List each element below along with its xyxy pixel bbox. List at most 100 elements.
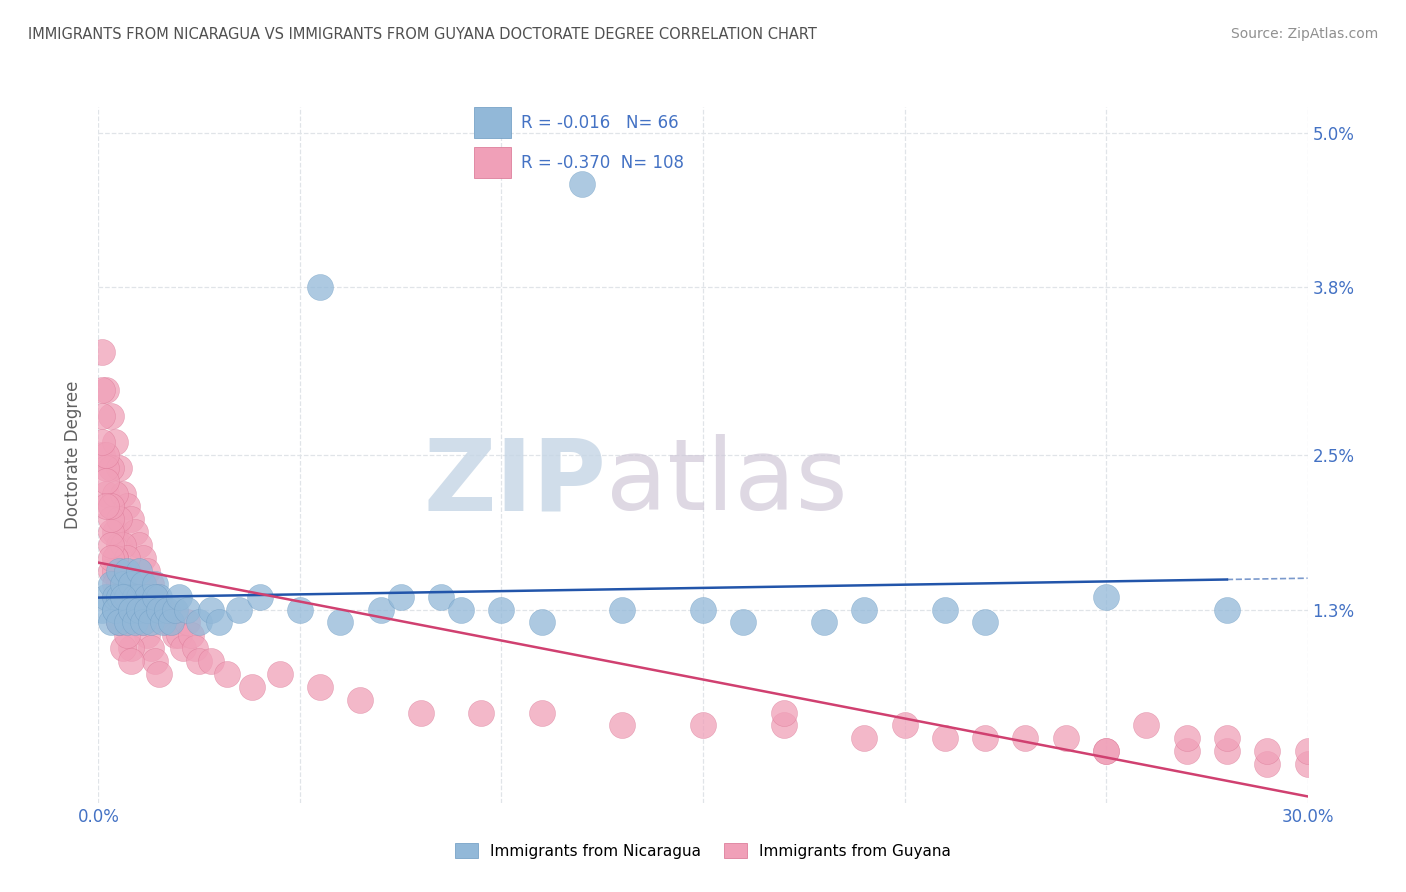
Point: [120, 576, 142, 591]
Point: [115, 615, 138, 630]
Point: [853, 602, 876, 616]
Point: [188, 654, 211, 668]
Point: [115, 628, 138, 642]
Point: [309, 680, 332, 694]
Point: [124, 615, 146, 630]
Point: [329, 615, 352, 630]
Point: [1216, 731, 1239, 746]
Point: [156, 615, 179, 630]
Point: [152, 615, 174, 630]
Point: [128, 602, 150, 616]
Point: [269, 667, 291, 681]
Point: [107, 576, 129, 591]
Point: [152, 602, 174, 616]
Point: [103, 435, 125, 450]
Point: [530, 615, 553, 630]
Point: [188, 615, 211, 630]
Point: [143, 590, 166, 604]
Bar: [474, 147, 512, 178]
Point: [120, 590, 142, 604]
Point: [1095, 744, 1118, 758]
Point: [132, 615, 155, 630]
Point: [135, 564, 157, 578]
Point: [128, 564, 150, 578]
Point: [124, 525, 146, 540]
Point: [107, 615, 129, 630]
Point: [135, 602, 157, 616]
Point: [200, 602, 222, 616]
Point: [974, 615, 997, 630]
Point: [103, 590, 125, 604]
Point: [103, 576, 125, 591]
Point: [111, 590, 134, 604]
Point: [813, 615, 835, 630]
Point: [100, 500, 122, 514]
Point: [143, 576, 166, 591]
Point: [107, 460, 129, 475]
Point: [217, 667, 239, 681]
Point: [208, 615, 231, 630]
Point: [934, 731, 956, 746]
Point: [612, 718, 634, 732]
Point: [612, 602, 634, 616]
Point: [389, 590, 412, 604]
Point: [100, 500, 122, 514]
Text: R = -0.016   N= 66: R = -0.016 N= 66: [522, 113, 679, 132]
Point: [96, 590, 118, 604]
Point: [132, 602, 155, 616]
Point: [124, 590, 146, 604]
Point: [370, 602, 392, 616]
Point: [167, 590, 190, 604]
Point: [115, 551, 138, 566]
Point: [103, 551, 125, 566]
Point: [128, 538, 150, 552]
Point: [176, 615, 198, 630]
Point: [107, 590, 129, 604]
Point: [1296, 757, 1319, 772]
Point: [115, 590, 138, 604]
Point: [100, 460, 122, 475]
Point: [96, 460, 118, 475]
Point: [240, 680, 263, 694]
Point: [853, 731, 876, 746]
Point: [120, 512, 142, 526]
Point: [103, 590, 125, 604]
Point: [893, 718, 915, 732]
Point: [160, 615, 183, 630]
Point: [934, 602, 956, 616]
Point: [103, 486, 125, 500]
Point: [120, 602, 142, 616]
Point: [111, 602, 134, 616]
Point: [1135, 718, 1157, 732]
Point: [1216, 602, 1239, 616]
Point: [733, 615, 755, 630]
Point: [139, 602, 162, 616]
Point: [128, 602, 150, 616]
Point: [111, 564, 134, 578]
Point: [1095, 590, 1118, 604]
Point: [100, 409, 122, 424]
Point: [132, 615, 155, 630]
Point: [103, 525, 125, 540]
Point: [309, 280, 332, 294]
Point: [115, 564, 138, 578]
Point: [124, 602, 146, 616]
Point: [470, 706, 492, 720]
Point: [115, 615, 138, 630]
Y-axis label: Doctorate Degree: Doctorate Degree: [65, 381, 83, 529]
Point: [107, 538, 129, 552]
Point: [128, 590, 150, 604]
Point: [143, 654, 166, 668]
Text: R = -0.370  N= 108: R = -0.370 N= 108: [522, 153, 685, 172]
Point: [139, 576, 162, 591]
Point: [111, 602, 134, 616]
Point: [107, 576, 129, 591]
Point: [111, 641, 134, 656]
Point: [1256, 744, 1278, 758]
Point: [91, 435, 114, 450]
Point: [111, 602, 134, 616]
Text: Source: ZipAtlas.com: Source: ZipAtlas.com: [1230, 27, 1378, 41]
Text: atlas: atlas: [606, 434, 848, 532]
Point: [120, 641, 142, 656]
Point: [124, 590, 146, 604]
